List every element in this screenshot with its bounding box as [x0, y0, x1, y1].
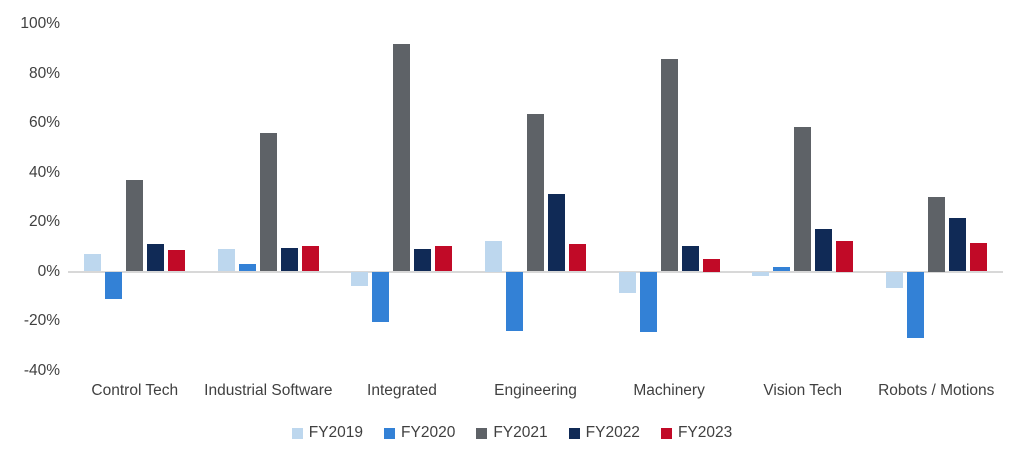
bar-fy2019-7: [885, 271, 903, 288]
category-label: Integrated: [367, 382, 437, 399]
x-axis: Control Tech Industrial Software Integrate…: [68, 382, 1003, 400]
y-axis-tick-label: 40%: [28, 163, 60, 181]
bar-fy2022-6: [815, 229, 833, 272]
legend-label: FY2020: [401, 424, 456, 441]
legend-item-fy2020: FY2020: [384, 424, 455, 442]
bar-fy2019-2: [217, 249, 235, 272]
bar-fy2023-6: [836, 240, 854, 272]
bar-fy2021-5: [660, 58, 678, 272]
legend-swatch-icon: [291, 427, 303, 439]
plot-area: [68, 24, 1003, 371]
bar-fy2020-7: [906, 271, 924, 339]
bar-fy2023-1: [168, 250, 186, 272]
category-label: Machinery: [633, 382, 705, 399]
bar-fy2020-3: [372, 271, 390, 323]
legend-label: FY2023: [677, 424, 733, 441]
bar-fy2020-5: [639, 271, 657, 333]
legend-item-fy2023: FY2023: [660, 424, 733, 442]
y-axis-tick-label: 0%: [37, 262, 60, 280]
category-label: Control Tech: [91, 382, 179, 399]
bar-fy2022-3: [414, 249, 432, 272]
legend-label: FY2021: [493, 424, 548, 441]
bar-fy2022-5: [681, 245, 699, 272]
legend-swatch-icon: [384, 427, 396, 439]
bar-fy2020-4: [506, 271, 523, 331]
legend-swatch-icon: [568, 427, 580, 439]
bar-fy2023-2: [301, 245, 319, 272]
bar-fy2019-4: [485, 240, 502, 272]
legend-label: FY2019: [308, 424, 364, 441]
bar-fy2022-7: [948, 218, 966, 272]
bar-fy2022-2: [280, 247, 298, 272]
bar-fy2021-3: [393, 43, 411, 272]
legend-item-fy2022: FY2022: [568, 424, 640, 442]
y-axis-tick-label: 20%: [28, 213, 60, 230]
legend-item-fy2019: FY2019: [291, 424, 364, 442]
bar-fy2021-1: [126, 179, 144, 272]
bar-fy2019-5: [618, 271, 636, 293]
bar-fy2023-5: [702, 259, 720, 272]
legend: FY2019 FY2020 FY2021 FY2022 FY2023: [0, 424, 1024, 442]
bar-fy2023-7: [969, 243, 987, 272]
legend-item-fy2021: FY2021: [476, 424, 548, 442]
bar-fy2022-1: [147, 244, 165, 272]
bar-fy2021-2: [259, 132, 277, 272]
y-axis-tick-label: 100%: [20, 15, 60, 32]
zero-axis-line: [68, 270, 1003, 273]
y-axis-tick-label: 60%: [28, 114, 60, 131]
bar-fy2019-1: [84, 254, 102, 272]
bar-fy2022-4: [548, 193, 565, 272]
bar-fy2019-6: [752, 271, 770, 277]
y-axis-tick-label: -40%: [23, 361, 60, 379]
bar-fy2019-3: [351, 271, 369, 287]
y-axis-tick-label: -20%: [23, 312, 60, 329]
bar-fy2023-3: [435, 245, 453, 272]
legend-swatch-icon: [476, 427, 488, 439]
bar-fy2020-1: [105, 271, 123, 299]
bar-fy2020-6: [773, 266, 791, 272]
legend-label: FY2022: [585, 424, 640, 441]
category-label: Vision Tech: [763, 382, 843, 399]
bar-fy2020-2: [238, 264, 256, 272]
bar-fy2021-6: [794, 126, 812, 272]
category-label: Robots / Motions: [878, 382, 995, 399]
bar-fy2023-4: [569, 244, 586, 272]
y-axis-tick-label: 80%: [28, 64, 60, 82]
category-label: Engineering: [494, 382, 577, 399]
legend-swatch-icon: [660, 427, 672, 439]
category-label: Industrial Software: [204, 382, 333, 399]
bar-fy2021-4: [527, 114, 544, 272]
bar-fy2021-7: [927, 197, 945, 272]
